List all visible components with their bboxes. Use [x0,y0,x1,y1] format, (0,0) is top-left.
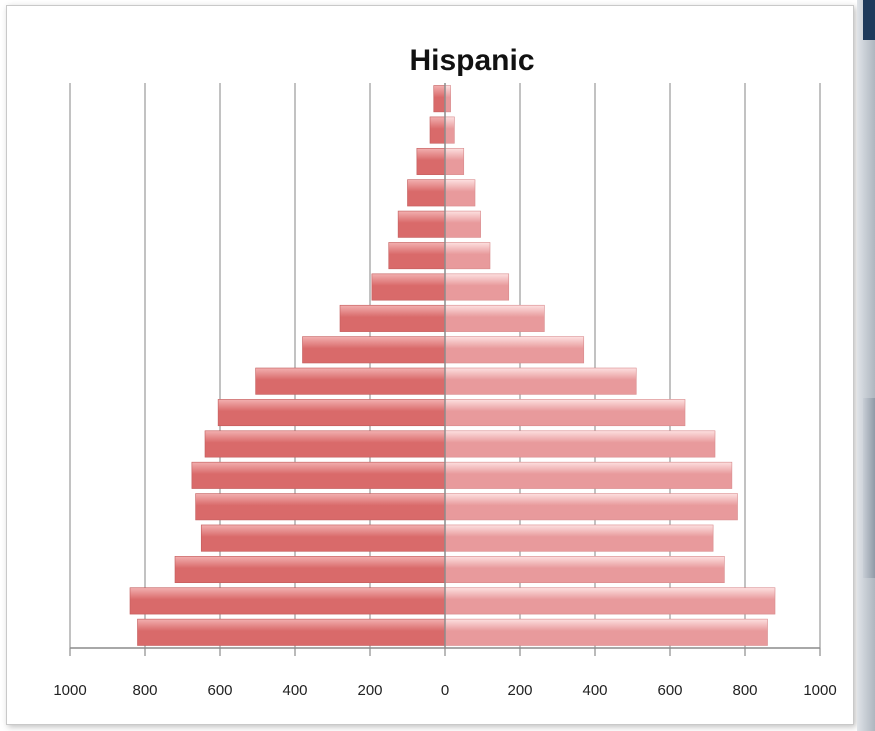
x-tick-label-2: 600 [207,682,232,699]
left-bar-13 [397,210,446,238]
left-bar-11 [371,273,446,301]
right-bar-1 [444,587,776,615]
chart-title: Hispanic [409,44,534,77]
right-bar-4 [444,493,738,521]
x-tick-label-10: 1000 [803,682,836,699]
x-tick-label-9: 800 [732,682,757,699]
right-bar-9 [444,336,585,364]
window-edge-accent [863,0,875,40]
left-bar-4 [195,493,446,521]
left-bar-17 [433,85,446,113]
left-bar-5 [191,461,446,489]
right-bar-17 [444,85,451,113]
gridlines [69,83,821,648]
left-bar-9 [302,336,446,364]
x-tick-label-7: 400 [582,682,607,699]
right-bar-14 [444,179,476,207]
bars [129,85,776,646]
right-bar-3 [444,524,714,552]
left-bar-3 [200,524,446,552]
right-bar-7 [444,399,686,427]
x-tick-label-8: 600 [657,682,682,699]
x-tick-label-1: 800 [132,682,157,699]
left-bar-16 [429,116,446,144]
x-tick-label-0: 1000 [53,682,86,699]
left-bar-10 [339,304,446,332]
x-tick-label-6: 200 [507,682,532,699]
right-bar-15 [444,147,465,175]
left-bar-0 [137,618,446,646]
left-bar-7 [217,399,446,427]
left-bar-6 [204,430,446,458]
right-bar-0 [444,618,768,646]
left-bar-15 [416,147,446,175]
right-bar-8 [444,367,637,395]
right-bar-12 [444,242,491,270]
x-tick-label-5: 0 [441,682,449,699]
x-tick-label-4: 200 [357,682,382,699]
right-bar-10 [444,304,545,332]
right-bar-6 [444,430,716,458]
right-bar-16 [444,116,455,144]
right-bar-5 [444,461,733,489]
x-tick-label-3: 400 [282,682,307,699]
right-bar-11 [444,273,510,301]
left-bar-8 [255,367,446,395]
x-axis: 1000 800 600 400 200 0 200 400 600 800 1000 [53,83,837,699]
left-bar-14 [407,179,446,207]
left-bar-1 [129,587,446,615]
right-bar-2 [444,556,725,584]
left-bar-12 [388,242,446,270]
window-edge-block [863,398,875,578]
left-bar-2 [174,556,446,584]
right-bar-13 [444,210,481,238]
